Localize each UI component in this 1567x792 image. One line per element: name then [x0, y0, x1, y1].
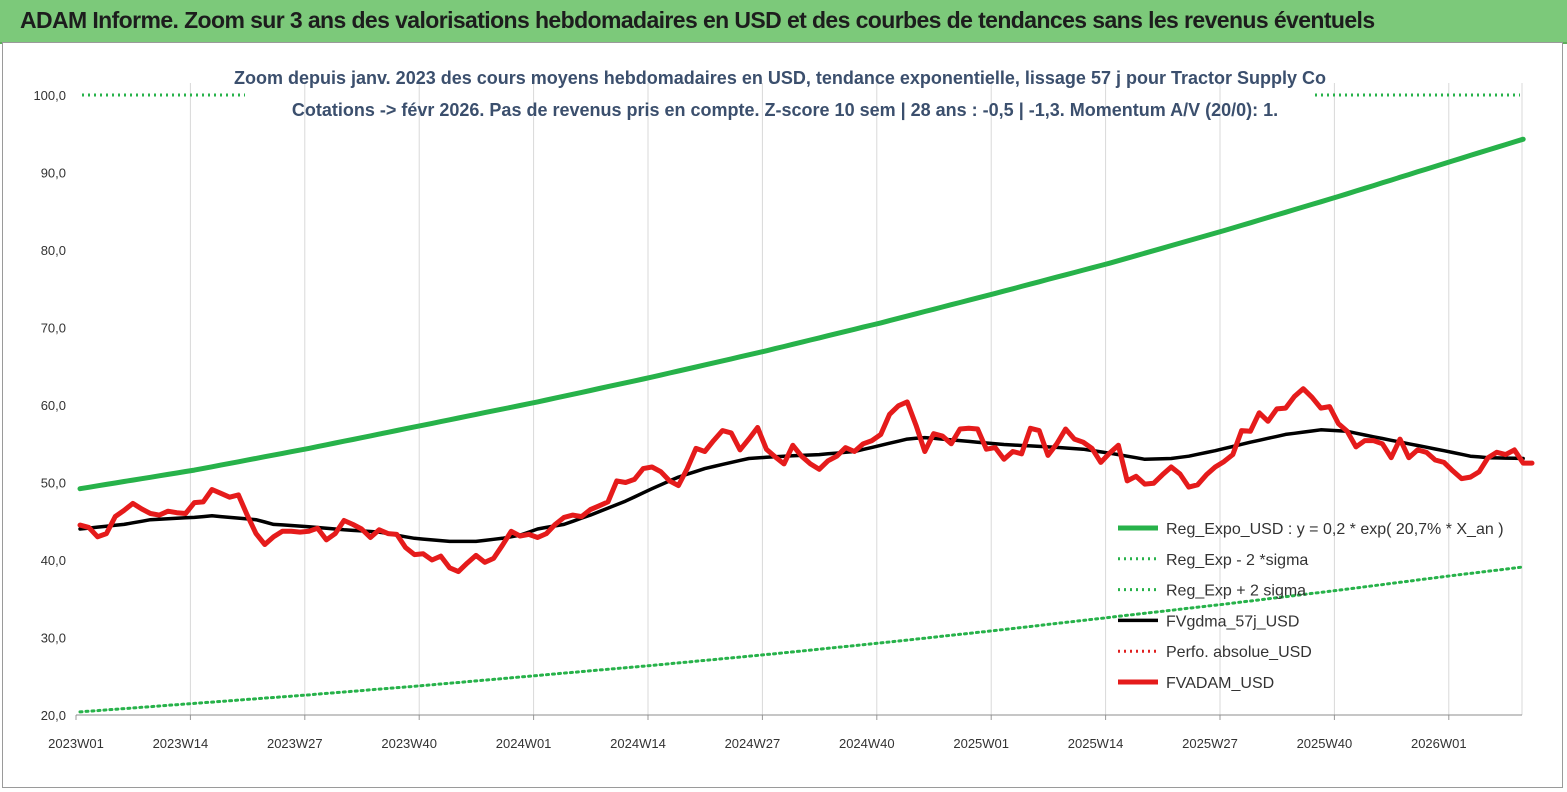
y-tick-label: 80,0	[41, 243, 66, 258]
x-tick-label: 2023W40	[381, 736, 437, 751]
legend-label: FVADAM_USD	[1166, 675, 1274, 692]
grid-lines	[189, 83, 1523, 715]
x-tick-label: 2025W14	[1068, 736, 1124, 751]
chart-title-line-1: Zoom depuis janv. 2023 des cours moyens …	[234, 68, 1326, 88]
y-tick-label: 30,0	[41, 631, 66, 646]
x-tick-label: 2024W27	[725, 736, 781, 751]
legend-label: FVgdma_57j_USD	[1166, 613, 1299, 630]
x-tick-label: 2024W14	[610, 736, 666, 751]
chart-title-line-2: Cotations -> févr 2026. Pas de revenus p…	[292, 100, 1278, 120]
x-tick-label: 2025W01	[953, 736, 1009, 751]
legend-label: Reg_Exp + 2 sigma	[1166, 583, 1306, 600]
x-tick-label: 2025W27	[1182, 736, 1238, 751]
y-tick-label: 90,0	[41, 166, 66, 181]
axes: 2023W01 2023W14 2023W27 2023W40 2024W01 2024W…	[33, 88, 1522, 751]
report-banner: ADAM Informe. Zoom sur 3 ans des valoris…	[0, 0, 1567, 44]
series-lines	[77, 93, 1535, 714]
series-line-1	[78, 565, 1525, 714]
chart-frame	[2, 42, 1563, 788]
legend-label: Perfo. absolue_USD	[1166, 644, 1312, 661]
x-tick-label: 2023W01	[48, 736, 104, 751]
legend-label: Reg_Exp - 2 *sigma	[1166, 552, 1308, 569]
y-tick-label: 50,0	[41, 476, 66, 491]
x-tick-label: 2026W01	[1411, 736, 1467, 751]
report-title: ADAM Informe. Zoom sur 3 ans des valoris…	[20, 7, 1375, 33]
series-line-5	[77, 386, 1535, 575]
series-line-0	[77, 136, 1526, 492]
y-tick-label: 20,0	[41, 708, 66, 723]
legend-label: Reg_Expo_USD : y = 0,2 * exp( 20,7% * X_…	[1166, 521, 1504, 538]
x-tick-label: 2023W14	[153, 736, 209, 751]
x-tick-label: 2024W01	[496, 736, 552, 751]
y-tick-label: 100,0	[33, 88, 66, 103]
y-tick-label: 70,0	[41, 321, 66, 336]
legend: Reg_Expo_USD : y = 0,2 * exp( 20,7% * X_…	[1118, 521, 1504, 692]
x-tick-label: 2025W40	[1297, 736, 1353, 751]
x-tick-label: 2024W40	[839, 736, 895, 751]
y-tick-label: 60,0	[41, 398, 66, 413]
y-tick-label: 40,0	[41, 553, 66, 568]
x-tick-label: 2023W27	[267, 736, 323, 751]
